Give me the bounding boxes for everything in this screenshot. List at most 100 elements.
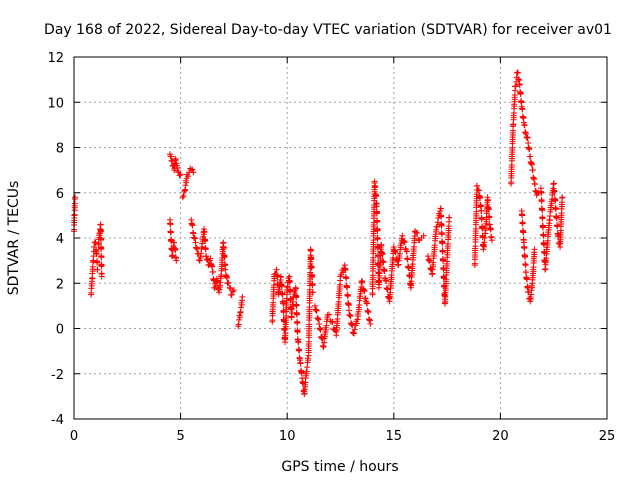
data-point-plus-marker (439, 248, 446, 255)
data-point-plus-marker (97, 221, 104, 228)
y-tick-label: 6 (56, 187, 64, 202)
data-point-plus-marker (214, 278, 221, 285)
data-point-plus-marker (326, 311, 333, 318)
data-point-plus-marker (360, 287, 367, 294)
data-point-plus-marker (308, 264, 315, 271)
data-point-plus-marker (378, 242, 385, 249)
data-point-plus-marker (295, 339, 302, 346)
data-point-plus-marker (540, 232, 547, 239)
data-point-plus-marker (222, 266, 229, 273)
data-point-plus-marker (559, 194, 566, 201)
data-point-plus-marker (428, 266, 435, 273)
data-point-plus-marker (364, 300, 371, 307)
data-point-plus-marker (522, 262, 529, 269)
data-point-plus-marker (522, 268, 529, 275)
data-point-plus-marker (414, 230, 421, 237)
data-point-plus-marker (374, 218, 381, 225)
data-point-plus-marker (189, 222, 196, 229)
data-point-plus-marker (72, 194, 79, 201)
y-tick-label: 12 (47, 51, 64, 66)
data-point-plus-marker (391, 247, 398, 254)
data-point-plus-marker (478, 207, 485, 214)
data-point-plus-marker (551, 188, 558, 195)
y-tick-label: -2 (51, 368, 64, 383)
data-point-plus-marker (207, 255, 214, 262)
data-point-plus-marker (309, 273, 316, 280)
data-point-plus-marker (220, 245, 227, 252)
data-point-plus-marker (224, 274, 231, 281)
data-point-plus-marker (399, 232, 406, 239)
data-point-plus-marker (529, 167, 536, 174)
data-point-plus-marker (309, 289, 316, 296)
data-point-plus-marker (98, 245, 105, 252)
data-point-plus-marker (552, 206, 559, 213)
data-point-plus-marker (392, 249, 399, 256)
data-point-plus-marker (522, 130, 529, 137)
y-tick-label: 8 (56, 142, 64, 157)
data-point-plus-marker (280, 309, 287, 316)
data-point-plus-marker (227, 285, 234, 292)
data-point-plus-marker (202, 238, 209, 245)
data-point-plus-marker (294, 320, 301, 327)
data-point-plus-marker (401, 239, 408, 246)
data-point-plus-marker (97, 228, 104, 235)
data-point-plus-marker (225, 279, 232, 286)
data-point-plus-marker (278, 274, 285, 281)
data-point-plus-marker (296, 347, 303, 354)
data-point-plus-marker (514, 69, 521, 76)
axis-ticks: 0 5 10 15 20 25 -4 -2 0 2 4 6 8 10 12 (47, 51, 615, 444)
data-point-plus-marker (361, 287, 368, 294)
data-point-plus-marker (313, 307, 320, 314)
data-point-plus-marker (538, 198, 545, 205)
data-point-plus-marker (189, 166, 196, 173)
data-point-plus-marker (294, 329, 301, 336)
data-point-plus-marker (527, 153, 534, 160)
data-point-plus-marker (390, 244, 397, 251)
data-point-plus-marker (446, 214, 453, 221)
x-tick-label: 0 (70, 429, 78, 444)
data-point-plus-marker (519, 106, 526, 113)
data-point-plus-marker (98, 236, 105, 243)
data-point-plus-marker (317, 326, 324, 333)
data-point-plus-marker (383, 278, 390, 285)
data-point-plus-marker (479, 225, 486, 232)
data-point-plus-marker (229, 288, 236, 295)
data-point-plus-marker (437, 208, 444, 215)
data-point-plus-marker (315, 316, 322, 323)
data-point-plus-marker (174, 164, 181, 171)
data-point-plus-marker (539, 207, 546, 214)
data-point-plus-marker (344, 284, 351, 291)
data-point-plus-marker (538, 189, 545, 196)
data-point-plus-marker (167, 229, 174, 236)
data-point-plus-marker (374, 236, 381, 243)
data-point-plus-marker (203, 253, 210, 260)
data-point-plus-marker (484, 197, 491, 204)
data-point-plus-marker (314, 315, 321, 322)
data-point-plus-marker (98, 273, 105, 280)
data-point-plus-marker (528, 161, 535, 168)
data-point-plus-marker (168, 238, 175, 245)
data-point-plus-marker (372, 184, 379, 191)
data-point-plus-marker (362, 295, 369, 302)
x-tick-label: 20 (492, 429, 509, 444)
data-point-plus-marker (434, 219, 441, 226)
data-point-plus-marker (297, 360, 304, 367)
y-tick-label: 4 (56, 232, 64, 247)
x-tick-label: 5 (176, 429, 184, 444)
x-tick-label: 10 (279, 429, 296, 444)
data-point-plus-marker (373, 203, 380, 210)
data-point-plus-marker (392, 248, 399, 255)
data-point-plus-marker (486, 214, 493, 221)
data-point-plus-marker (329, 319, 336, 326)
x-tick-label: 15 (386, 429, 403, 444)
data-point-plus-marker (172, 155, 179, 162)
plot-frame (73, 56, 608, 420)
data-point-plus-marker (278, 283, 285, 290)
chart-title: Day 168 of 2022, Sidereal Day-to-day VTE… (44, 22, 612, 38)
data-point-plus-marker (191, 235, 198, 242)
data-point-plus-marker (524, 134, 531, 141)
data-point-plus-marker (521, 122, 528, 129)
data-point-plus-marker (314, 315, 321, 322)
data-point-plus-marker (367, 320, 374, 327)
data-point-plus-marker (425, 256, 432, 263)
